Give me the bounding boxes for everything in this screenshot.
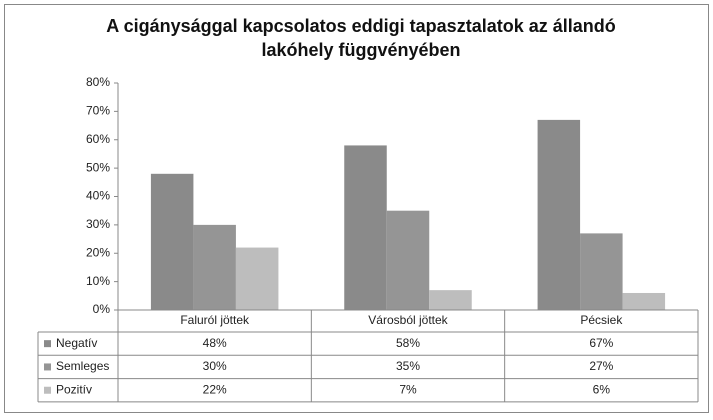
y-tick-label: 40%: [86, 189, 110, 203]
legend-label: Pozitív: [56, 382, 92, 396]
bar: [344, 145, 387, 310]
y-tick-label: 0%: [93, 302, 111, 316]
bar: [537, 119, 581, 310]
bar: [235, 247, 279, 310]
table-cell: 30%: [203, 359, 227, 373]
bar: [429, 290, 472, 310]
table-cell: 6%: [593, 382, 611, 396]
table-cell: 48%: [203, 336, 227, 350]
legend-label: Negatív: [56, 336, 97, 350]
legend-key: [44, 363, 51, 371]
bar: [193, 224, 236, 310]
bar: [580, 233, 623, 310]
table-cell: 27%: [589, 359, 613, 373]
x-tick-label: Városból jöttek: [368, 313, 448, 327]
y-tick-label: 20%: [86, 245, 110, 259]
y-tick-label: 60%: [86, 132, 110, 146]
y-tick-label: 10%: [86, 274, 110, 288]
table-cell: 22%: [203, 382, 227, 396]
y-tick-label: 70%: [86, 104, 110, 118]
table-cell: 7%: [399, 382, 417, 396]
legend-key: [44, 386, 51, 394]
x-tick-label: Pécsiek: [580, 313, 623, 327]
bar: [386, 210, 430, 310]
legend-key: [44, 340, 51, 348]
table-cell: 35%: [396, 359, 420, 373]
y-tick-label: 30%: [86, 217, 110, 231]
bar: [622, 292, 666, 310]
y-tick-label: 50%: [86, 160, 110, 174]
table-cell: 67%: [589, 336, 613, 350]
x-tick-label: Faluról jöttek: [180, 313, 250, 327]
chart-title: A cigánysággal kapcsolatos eddigi tapasz…: [106, 16, 616, 60]
bar: [150, 173, 194, 310]
chart-border: [4, 4, 709, 413]
legend-label: Semleges: [56, 359, 109, 373]
table-cell: 58%: [396, 336, 420, 350]
y-tick-label: 80%: [86, 75, 110, 89]
